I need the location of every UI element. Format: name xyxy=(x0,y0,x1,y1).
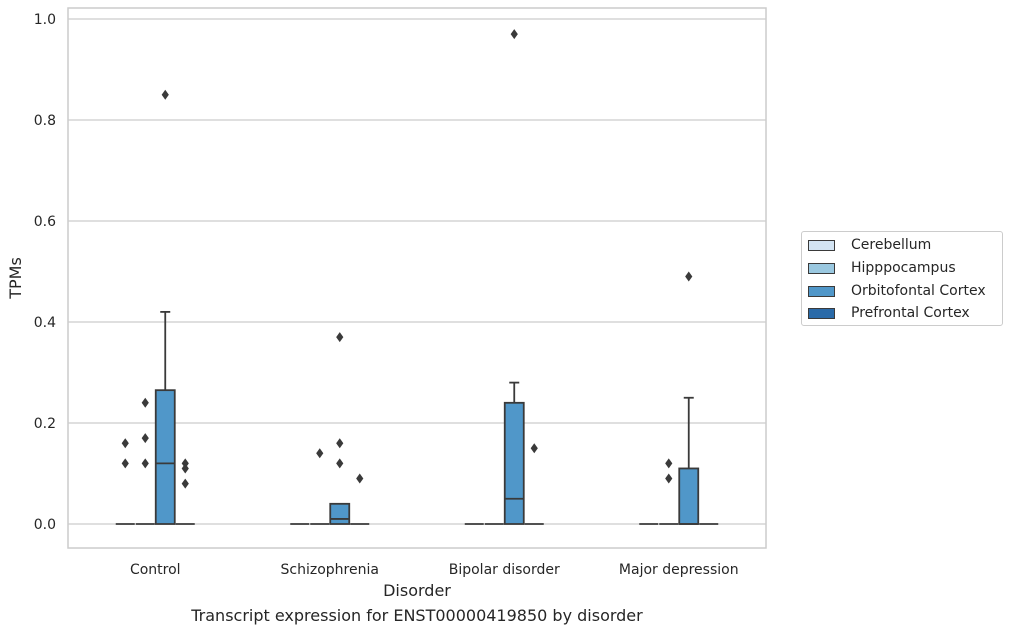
outlier-point xyxy=(181,463,189,474)
legend-swatch xyxy=(808,262,835,274)
box-plot-chart: 0.0 0.2 0.4 0.6 0.8 1.0 Control Schizophrenia B… xyxy=(6,7,767,600)
legend-label: Orbitofontal Cortex xyxy=(851,283,986,299)
x-tick-label: Bipolar disorder xyxy=(449,562,560,578)
outlier-point xyxy=(336,458,344,469)
box-group xyxy=(659,458,679,525)
outlier-point xyxy=(510,29,518,40)
legend-swatch xyxy=(808,307,835,319)
legend: Cerebellum Hipppocampus Orbitofontal Cor… xyxy=(801,231,1003,326)
box-group xyxy=(524,443,544,525)
outlier-point xyxy=(141,397,149,408)
box xyxy=(154,389,176,525)
outlier-point xyxy=(161,89,169,100)
x-axis-ticks: Control Schizophrenia Bipolar disorder Majo… xyxy=(130,562,739,578)
box-group xyxy=(115,438,135,525)
y-axis-label: TPMs xyxy=(6,257,25,300)
outlier-point xyxy=(336,438,344,449)
y-tick-label: 0.6 xyxy=(34,214,56,230)
outlier-point xyxy=(181,478,189,489)
plot-area-frame xyxy=(67,7,767,549)
box xyxy=(678,467,700,525)
box-group xyxy=(175,458,195,525)
outlier-point xyxy=(141,433,149,444)
legend-swatch xyxy=(808,285,835,297)
outlier-point xyxy=(121,438,129,449)
box-group xyxy=(329,332,351,525)
y-tick-label: 1.0 xyxy=(34,12,56,28)
outlier-point xyxy=(316,448,324,459)
legend-item-orbitofrontal-cortex: Orbitofontal Cortex xyxy=(808,282,986,300)
legend-label: Cerebellum xyxy=(851,237,932,253)
y-tick-label: 0.4 xyxy=(34,315,56,331)
legend-swatch xyxy=(808,239,835,251)
outlier-point xyxy=(685,271,693,282)
legend-label: Prefrontal Cortex xyxy=(851,305,970,321)
x-axis-label: Disorder xyxy=(383,581,451,600)
outlier-point xyxy=(530,443,538,454)
box-group xyxy=(350,473,370,525)
box-group xyxy=(135,397,155,525)
box-group xyxy=(310,448,330,525)
outlier-point xyxy=(141,458,149,469)
legend-item-prefrontal-cortex: Prefrontal Cortex xyxy=(808,304,970,322)
box-group xyxy=(503,29,525,525)
legend-item-cerebellum: Cerebellum xyxy=(808,236,931,254)
legend-item-hippocampus: Hipppocampus xyxy=(808,259,956,277)
outlier-point xyxy=(181,458,189,469)
outlier-point xyxy=(121,458,129,469)
outlier-point xyxy=(665,458,673,469)
box xyxy=(329,502,351,525)
x-tick-label: Schizophrenia xyxy=(281,562,379,578)
x-tick-label: Control xyxy=(130,562,181,578)
y-tick-label: 0.8 xyxy=(34,113,56,129)
legend-label: Hipppocampus xyxy=(851,260,956,276)
outlier-point xyxy=(665,473,673,484)
y-tick-label: 0.0 xyxy=(34,517,56,533)
x-tick-label: Major depression xyxy=(619,562,739,578)
box-group xyxy=(154,89,176,525)
y-axis-ticks: 0.0 0.2 0.4 0.6 0.8 1.0 xyxy=(34,12,56,533)
box-group xyxy=(678,271,700,525)
outlier-point xyxy=(356,473,364,484)
y-tick-label: 0.2 xyxy=(34,416,56,432)
box xyxy=(503,401,525,525)
outlier-point xyxy=(336,332,344,343)
figure-caption: Transcript expression for ENST0000041985… xyxy=(191,606,643,625)
boxes xyxy=(115,29,719,525)
